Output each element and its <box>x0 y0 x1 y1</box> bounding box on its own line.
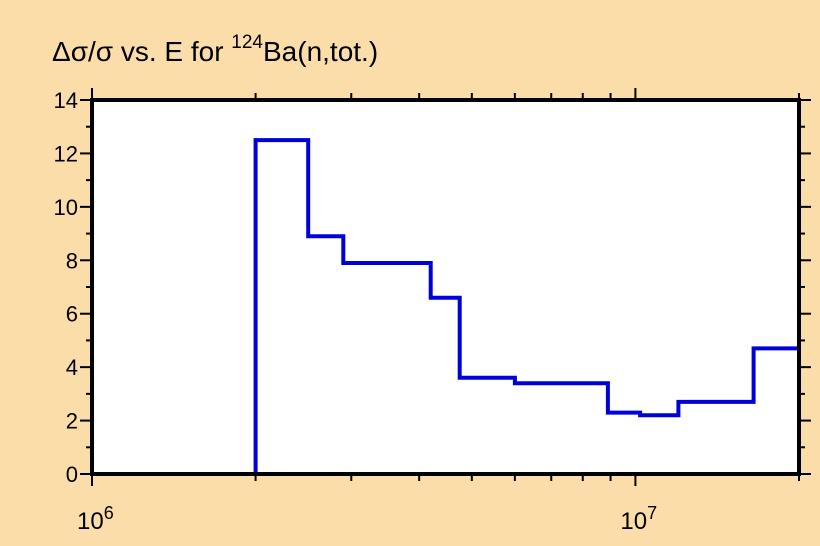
chart-title-suffix: Ba(n,tot.) <box>263 36 378 67</box>
x-tick-label-exponent: 7 <box>647 503 657 523</box>
plot-frame <box>90 98 801 476</box>
y-tick-label: 4 <box>66 355 78 380</box>
y-tick-label: 8 <box>66 248 78 273</box>
x-tick-label: 106 <box>77 503 114 535</box>
x-tick-label: 107 <box>620 503 657 535</box>
y-tick-label: 0 <box>66 462 78 487</box>
x-tick-label-base: 10 <box>77 508 104 535</box>
y-tick-label: 6 <box>66 302 78 327</box>
x-tick-label-exponent: 6 <box>104 503 114 523</box>
chart-title-prefix: Δσ/σ vs. E for <box>52 36 231 67</box>
chart-title: Δσ/σ vs. E for 124Ba(n,tot.) <box>52 32 378 67</box>
data-series-step-line <box>253 138 801 474</box>
plot-area <box>92 100 799 474</box>
y-tick-label: 10 <box>54 195 78 220</box>
x-tick-label-base: 10 <box>620 508 647 535</box>
y-tick-label: 12 <box>54 141 78 166</box>
y-tick-label: 14 <box>54 88 78 113</box>
chart-title-superscript: 124 <box>231 32 263 53</box>
y-tick-label: 2 <box>66 409 78 434</box>
